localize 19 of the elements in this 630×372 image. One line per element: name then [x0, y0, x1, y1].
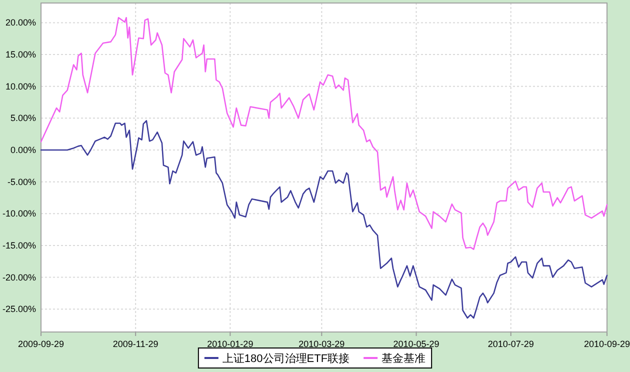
- x-tick-label: 2010-09-29: [584, 339, 630, 349]
- x-tick-label: 2009-09-29: [18, 339, 64, 349]
- x-tick-label: 2010-03-29: [298, 339, 345, 349]
- x-tick-label: 2010-05-29: [393, 339, 440, 349]
- legend-label: 上证180公司治理ETF联接: [222, 352, 350, 365]
- y-tick-label: 10.00%: [5, 81, 36, 92]
- legend-label: 基金基准: [382, 352, 426, 365]
- y-tick-label: 0.00%: [10, 145, 36, 155]
- y-tick-label: -15.00%: [2, 240, 36, 250]
- y-tick-label: 15.00%: [5, 50, 36, 60]
- x-tick-label: 2010-01-29: [207, 339, 254, 349]
- y-tick-label: -20.00%: [2, 272, 36, 282]
- y-tick-label: -10.00%: [2, 208, 36, 219]
- y-tick-label: 20.00%: [5, 18, 36, 28]
- x-tick-label: 2009-11-29: [112, 339, 158, 349]
- y-tick-label: -5.00%: [7, 176, 36, 187]
- y-tick-label: 5.00%: [10, 113, 36, 124]
- x-tick-label: 2010-07-29: [488, 339, 534, 349]
- y-tick-label: -25.00%: [2, 304, 36, 314]
